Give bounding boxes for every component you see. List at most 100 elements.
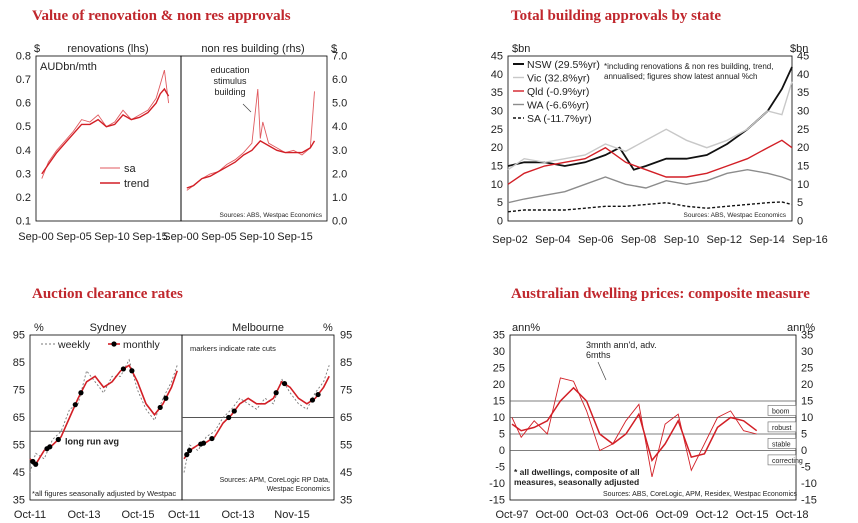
p3-melbourne-rate-cut-marker [309,397,316,403]
p2-ytick-left: 35 [491,87,503,99]
panel-2-title: Total building approvals by state [511,8,722,24]
p2-ytick-right: 5 [797,197,803,209]
p4-ytick-right: 35 [801,330,813,342]
p1-right-xtick: Sep-15 [277,231,312,243]
p1-right-xtick: Sep-05 [201,231,236,243]
p4-ytick-left: 25 [493,363,505,375]
p3-ytick-left: 85 [13,357,25,369]
p1-left-series-trend [41,87,170,175]
p4-xtick: Oct-03 [575,509,608,521]
p2-ytick-right: 40 [797,69,809,81]
p3-ytick-left: 95 [13,330,25,342]
p4-annotation-arrow [597,361,607,381]
p4-ytick-right: -15 [801,495,817,507]
p2-ytick-left: 20 [491,142,503,154]
p4-band-label: correcting [772,458,803,465]
p1-left-xtick: Sep-05 [56,231,91,243]
p2-ytick-right: 45 [797,51,809,63]
p2-xtick: Sep-02 [492,234,527,246]
p3-sydney-rate-cut-marker [72,402,78,408]
p3-sydney-rate-cut-marker [129,368,135,374]
p3-ytick-left: 45 [13,467,25,479]
p3-melbourne-note: markers indicate rate cuts [190,344,276,353]
p1-annotation: building [214,87,245,97]
p4-band-label: robust [772,425,792,432]
p3-ytick-left: 35 [13,495,25,507]
p1-right-xtick: Sep-00 [163,231,198,243]
p4-annotation: 3mnth ann'd, adv. [586,340,657,350]
p1-left-unit: $ [34,43,40,55]
p4-band-box [767,405,797,416]
p4-xtick: Oct-97 [495,509,528,521]
p4-series-0 [511,386,758,463]
p2-series-4 [507,201,793,213]
p4-ytick-right: 20 [801,379,813,391]
panel-1-title: Value of renovation & non res approvals [32,8,291,24]
p3-melbourne-monthly [183,375,330,460]
p4-annotation: 6mths [586,350,611,360]
panel-3-title: Auction clearance rates [32,286,183,302]
p1-annotation: education [210,65,249,75]
p3-sydney-rate-cut-marker [55,436,61,443]
p3-sydney-rate-cut-marker [163,395,169,401]
p3-melbourne-weekly [183,365,330,473]
p1-left-ytick: 0.3 [16,168,31,180]
p1-right-series-sa [186,88,315,191]
p1-legend-sa: sa [124,163,137,175]
p4-ytick-right: 30 [801,346,813,358]
p1-right-subtitle: non res building (rhs) [201,43,304,55]
p3-ytick-right: 35 [340,495,352,507]
p2-note: *including renovations & non res buildin… [604,62,773,71]
p3-sydney-rate-cut-marker [78,390,84,396]
p4-ytick-right: 5 [801,429,807,441]
p4-series-1 [511,377,757,478]
p4-band-box [767,454,797,466]
p3-sydney-rate-cut-marker [33,461,39,467]
p4-ytick-left: 30 [493,346,505,358]
p1-right-ytick: 6.0 [332,74,347,86]
p1-left-ytick: 0.6 [16,98,31,110]
p3-melbourne-rate-cut-marker [273,390,279,396]
p2-xtick: Sep-16 [792,234,827,246]
p1-left-ytick: 0.2 [16,192,31,204]
p4-unit-right: ann% [787,322,815,334]
panel-4-title: Australian dwelling prices: composite me… [511,286,810,302]
p4-ytick-right: -10 [801,478,817,490]
p3-ytick-right: 55 [340,440,352,452]
p2-ytick-right: 20 [797,142,809,154]
p3-melbourne-xtick: Oct-11 [168,509,200,521]
p2-legend-label: SA (-11.7%yr) [527,113,592,125]
p3-ytick-right: 45 [340,467,352,479]
p3-melbourne-rate-cut-marker [209,435,215,442]
p3-unit-right: % [323,322,333,334]
p4-ytick-left: -10 [489,478,505,490]
p4-ytick-left: 20 [493,379,505,391]
p3-unit-left: % [34,322,44,334]
p1-right-series-trend [186,140,316,189]
p2-ytick-left: 25 [491,124,503,136]
p3-melbourne-rate-cut-marker [200,440,207,446]
p1-right-ytick: 1.0 [332,192,347,204]
p1-left-plot-frame [35,55,182,222]
p2-xtick: Sep-08 [621,234,656,246]
p2-ytick-left: 10 [491,179,503,191]
p1-right-unit: $ [331,43,337,55]
p3-ytick-left: 55 [13,440,25,452]
p2-ytick-left: 45 [491,51,503,63]
p2-legend-label: Vic (32.8%yr) [527,73,590,85]
p4-ytick-right: -5 [801,462,811,474]
p2-ytick-right: 35 [797,87,809,99]
p1-annotation: stimulus [213,76,247,86]
p3-melbourne-rate-cut-marker [315,391,321,398]
p2-ytick-right: 10 [797,179,809,191]
p2-note: annualised; figures show latest annual %… [604,72,757,81]
p3-sydney-weekly [29,358,178,473]
p2-series-3 [507,168,793,204]
p2-xtick: Sep-10 [664,234,699,246]
p2-ytick-left: 15 [491,161,503,173]
p1-left-ytick: 0.5 [16,121,31,133]
p3-sydney-rate-cut-marker [157,404,163,411]
p3-left-plot-frame [29,334,183,501]
p4-ytick-left: 15 [493,396,505,408]
